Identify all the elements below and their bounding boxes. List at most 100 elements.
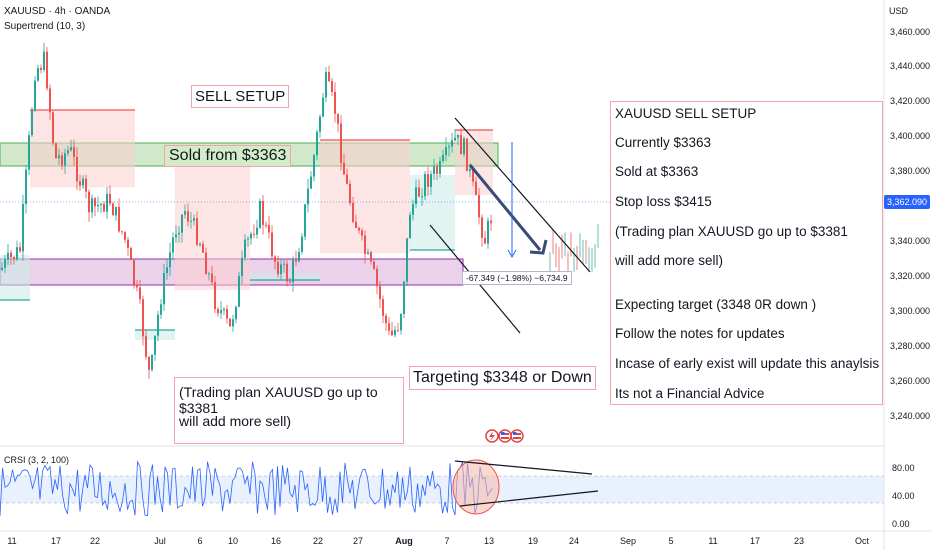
plan-box-line: Stop loss $3415 [615, 194, 712, 209]
crsi-level-0: 0.00 [892, 519, 910, 529]
currency-label[interactable]: USD [888, 6, 908, 16]
candle-body [355, 221, 357, 228]
candle-body [250, 233, 252, 239]
target-arrow [468, 164, 542, 251]
candle-body [55, 143, 57, 159]
candle-body [10, 252, 12, 258]
candle-body [172, 237, 174, 253]
candle-body [157, 314, 159, 336]
candlestick-series [1, 42, 599, 379]
plan-box-line: Its not a Financial Advice [615, 386, 765, 401]
candle-body [316, 131, 318, 156]
supertrend-legend[interactable]: Supertrend (10, 3) [4, 21, 86, 32]
candle-body [457, 134, 459, 138]
candle-body [94, 198, 96, 207]
candle-body [31, 109, 33, 136]
candle-body [211, 273, 213, 283]
candle-body [361, 230, 363, 236]
candle-body [121, 231, 123, 233]
candle-body [370, 252, 372, 262]
supertrend-fill [30, 110, 135, 188]
candle-body [343, 162, 345, 175]
candle-body [238, 275, 240, 307]
candle-body [22, 204, 24, 252]
candle-body [220, 310, 222, 314]
candle-body [160, 304, 162, 315]
candle-body [469, 168, 471, 171]
candle-body [7, 252, 9, 260]
time-axis-label: Sep [619, 536, 637, 546]
candle-body [391, 330, 393, 336]
sell-setup-label[interactable]: SELL SETUP [191, 85, 290, 108]
plan-box-line: will add more sell) [615, 253, 724, 268]
candle-body [223, 308, 225, 311]
candle-body [364, 235, 366, 255]
candle-body [331, 81, 333, 92]
plan-box-line: Incase of early exist will update this a… [615, 356, 880, 371]
candle-body [46, 51, 48, 89]
candle-body [433, 166, 435, 175]
candle-body [442, 154, 444, 162]
plan-note-box[interactable]: (Trading plan XAUUSD go up to $3381 will… [174, 377, 404, 444]
candle-body [49, 88, 51, 113]
candle-body [73, 147, 75, 157]
candle-body [34, 80, 36, 110]
plan-box-line: Expecting target (3348 0R down ) [615, 297, 817, 312]
candle-body [301, 236, 303, 253]
candle-body [16, 247, 18, 260]
candle-body [307, 188, 309, 205]
candle-body [271, 232, 273, 257]
time-axis-label: Aug [395, 536, 413, 546]
sell-setup-plan-box[interactable] [610, 101, 883, 405]
candle-body [28, 135, 30, 170]
candle-body [277, 261, 279, 275]
candle-body [130, 248, 132, 261]
candle-body [247, 238, 249, 240]
candle-body [241, 257, 243, 276]
candle-body [286, 263, 288, 282]
candle-body [424, 174, 426, 197]
candle-body [475, 181, 477, 196]
candle-body [148, 356, 150, 370]
candle-body [67, 150, 69, 154]
channel-upper-line [454, 117, 591, 273]
candle-body [487, 220, 489, 244]
candle-body [178, 232, 180, 235]
candle-body [334, 91, 336, 114]
price-axis-label: 3,400.000 [890, 131, 931, 141]
candle-body [4, 259, 6, 268]
candle-body [337, 113, 339, 124]
candle-body [205, 252, 207, 275]
candle-body [88, 191, 90, 213]
candle-body [43, 51, 45, 71]
symbol-title[interactable]: XAUUSD · 4h · OANDA [4, 6, 111, 17]
candle-body [109, 193, 111, 204]
crsi-legend[interactable]: CRSI (3, 2, 100) [4, 455, 70, 465]
candle-body [484, 237, 486, 244]
crsi-level-80: 80.00 [892, 463, 915, 473]
candle-body [19, 247, 21, 252]
crsi-highlight-circle [452, 459, 500, 515]
plan-box-line: XAUUSD SELL SETUP [615, 106, 757, 121]
candle-body [103, 203, 105, 212]
candle-body [268, 225, 270, 233]
time-axis-label: 16 [270, 536, 282, 546]
candle-body [265, 224, 267, 226]
candle-body [427, 174, 429, 187]
candle-body [328, 72, 330, 82]
targeting-label[interactable]: Targeting $3348 or Down [409, 366, 596, 390]
candle-body [37, 68, 39, 81]
price-axis-label: 3,380.000 [890, 166, 931, 176]
us-flag-event-icon [498, 429, 512, 443]
candle-body [325, 72, 327, 98]
price-axis-label: 3,300.000 [890, 306, 931, 316]
candle-body [142, 299, 144, 337]
candle-body [181, 214, 183, 233]
sold-from-label[interactable]: Sold from $3363 [164, 145, 292, 167]
candle-body [154, 335, 156, 355]
time-axis-label: 22 [312, 536, 324, 546]
time-axis-label: 24 [568, 536, 580, 546]
candle-body [169, 252, 171, 268]
candle-body [451, 140, 453, 147]
